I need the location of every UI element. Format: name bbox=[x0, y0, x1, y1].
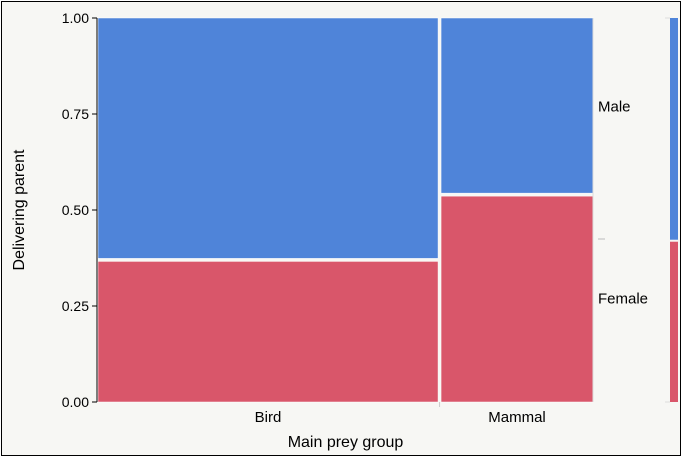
y-axis-title: Delivering parent bbox=[11, 149, 28, 271]
cell-bird-male bbox=[97, 17, 439, 259]
x-tick-label-bird: Bird bbox=[255, 409, 282, 426]
y-tick-label: 0.50 bbox=[62, 202, 89, 218]
series-label-male: Male bbox=[598, 98, 631, 115]
series-label-female: Female bbox=[598, 290, 648, 307]
labels: 0.00 0.25 0.50 0.75 1.00 Bird Mammal Main prey … bbox=[11, 10, 648, 451]
y-tick-label: 1.00 bbox=[62, 10, 89, 26]
mosaic-cells bbox=[97, 17, 678, 403]
cell-mammal-female bbox=[440, 195, 594, 403]
overall-bar-male bbox=[670, 18, 678, 240]
y-tick-label: 0.75 bbox=[62, 106, 89, 122]
x-tick-label-mammal: Mammal bbox=[488, 409, 546, 426]
overall-bar-female bbox=[670, 241, 678, 402]
mosaic-chart: 0.00 0.25 0.50 0.75 1.00 Bird Mammal Main prey … bbox=[11, 10, 678, 451]
axes bbox=[92, 17, 670, 407]
y-tick-label: 0.00 bbox=[62, 394, 89, 410]
y-tick-label: 0.25 bbox=[62, 298, 89, 314]
x-axis-title: Main prey group bbox=[288, 434, 404, 451]
cell-bird-female bbox=[97, 261, 439, 403]
cell-mammal-male bbox=[440, 17, 594, 194]
